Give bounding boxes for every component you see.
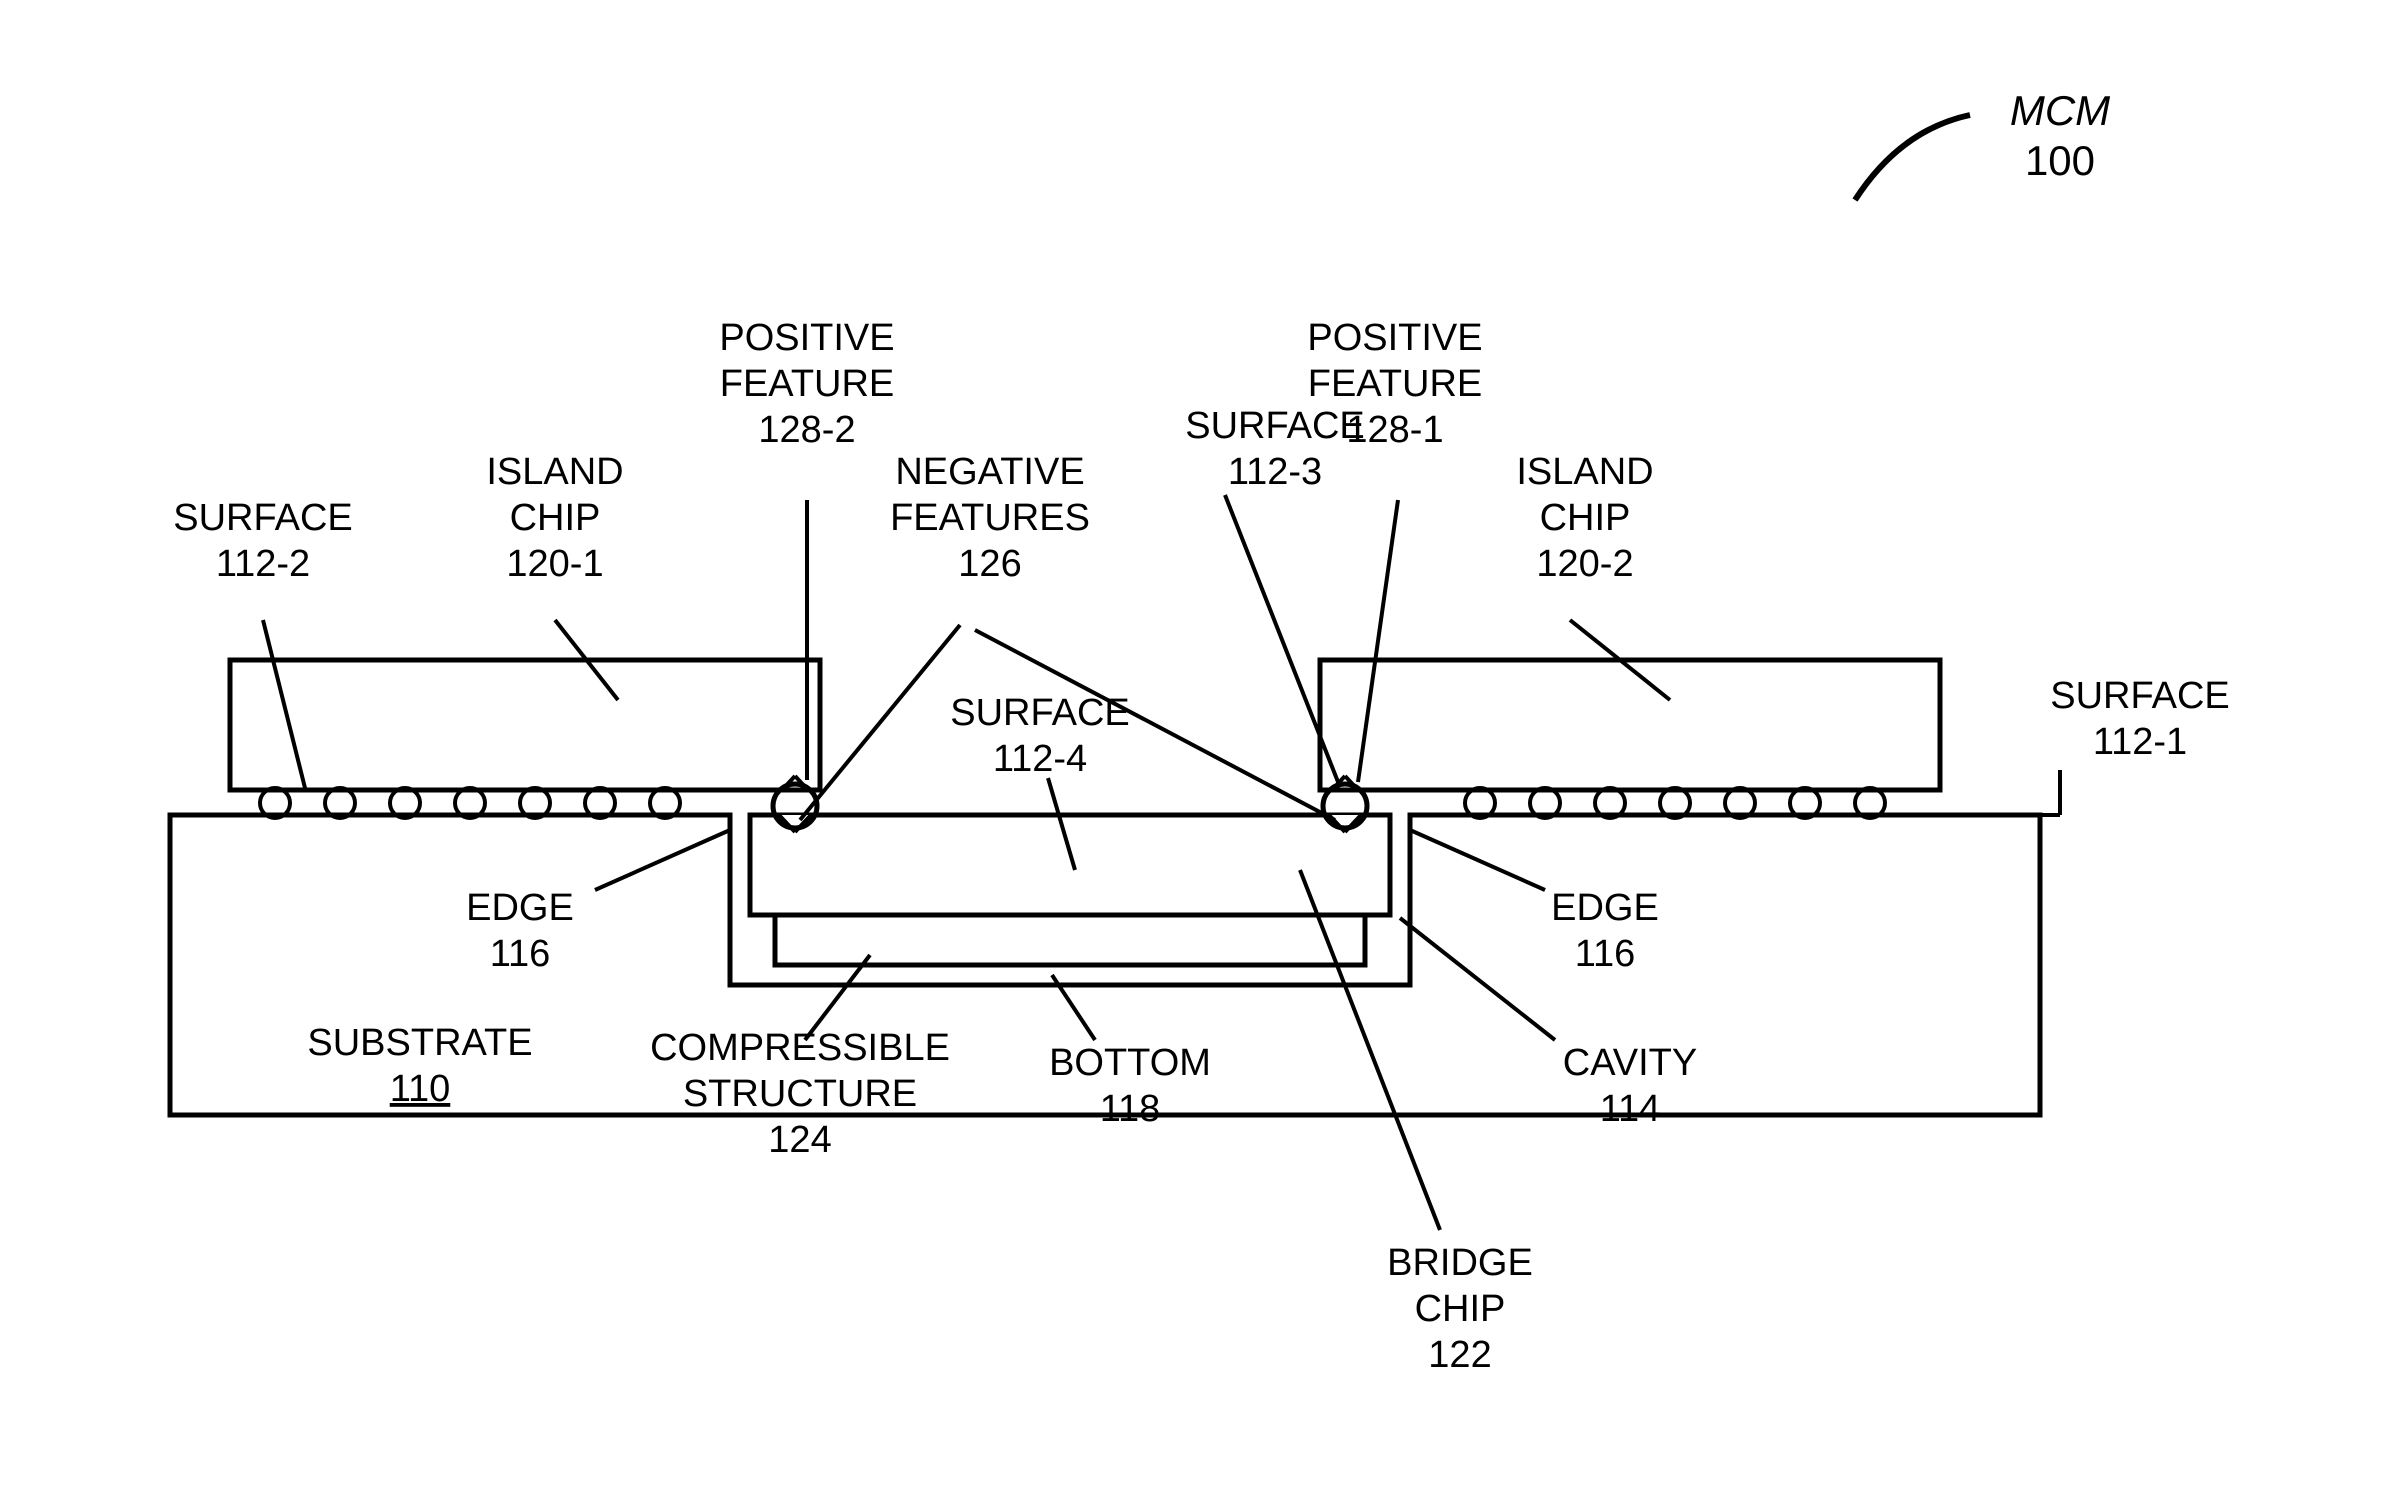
svg-text:SURFACE: SURFACE [173,497,352,539]
svg-text:128-2: 128-2 [758,409,855,451]
svg-text:CHIP: CHIP [1415,1288,1506,1330]
svg-text:SUBSTRATE: SUBSTRATE [307,1022,532,1064]
svg-text:CAVITY: CAVITY [1563,1042,1697,1084]
svg-text:120-2: 120-2 [1536,543,1633,585]
svg-text:CHIP: CHIP [1540,497,1631,539]
svg-text:126: 126 [958,543,1021,585]
svg-text:ISLAND: ISLAND [1516,451,1653,493]
svg-text:112-3: 112-3 [1228,451,1322,493]
svg-text:114: 114 [1600,1088,1661,1130]
svg-text:BOTTOM: BOTTOM [1049,1042,1211,1084]
svg-text:EDGE: EDGE [1551,887,1659,929]
svg-text:112-4: 112-4 [993,738,1087,780]
svg-text:MCM: MCM [2010,87,2110,134]
svg-text:NEGATIVE: NEGATIVE [895,451,1084,493]
svg-text:116: 116 [1575,933,1636,975]
svg-text:POSITIVE: POSITIVE [719,317,894,359]
svg-text:STRUCTURE: STRUCTURE [683,1073,917,1115]
svg-text:SURFACE: SURFACE [1185,405,1364,447]
svg-text:100: 100 [2025,137,2095,184]
svg-text:116: 116 [490,933,551,975]
svg-text:124: 124 [768,1119,831,1161]
svg-text:SURFACE: SURFACE [2050,675,2229,717]
svg-text:128-1: 128-1 [1346,409,1443,451]
mcm-cross-section-diagram: MCM100SURFACE112-2ISLANDCHIP120-1POSITIV… [0,0,2396,1490]
svg-text:ISLAND: ISLAND [486,451,623,493]
svg-text:122: 122 [1428,1334,1491,1376]
svg-text:112-1: 112-1 [2093,721,2187,763]
svg-text:FEATURES: FEATURES [890,497,1090,539]
svg-text:COMPRESSIBLE: COMPRESSIBLE [650,1027,950,1069]
svg-text:110: 110 [390,1068,451,1110]
svg-text:120-1: 120-1 [506,543,603,585]
svg-text:118: 118 [1100,1088,1161,1130]
svg-text:POSITIVE: POSITIVE [1307,317,1482,359]
svg-text:EDGE: EDGE [466,887,574,929]
svg-text:BRIDGE: BRIDGE [1387,1242,1533,1284]
svg-text:FEATURE: FEATURE [1308,363,1483,405]
svg-text:FEATURE: FEATURE [720,363,895,405]
svg-text:SURFACE: SURFACE [950,692,1129,734]
svg-text:CHIP: CHIP [510,497,601,539]
svg-text:112-2: 112-2 [216,543,310,585]
